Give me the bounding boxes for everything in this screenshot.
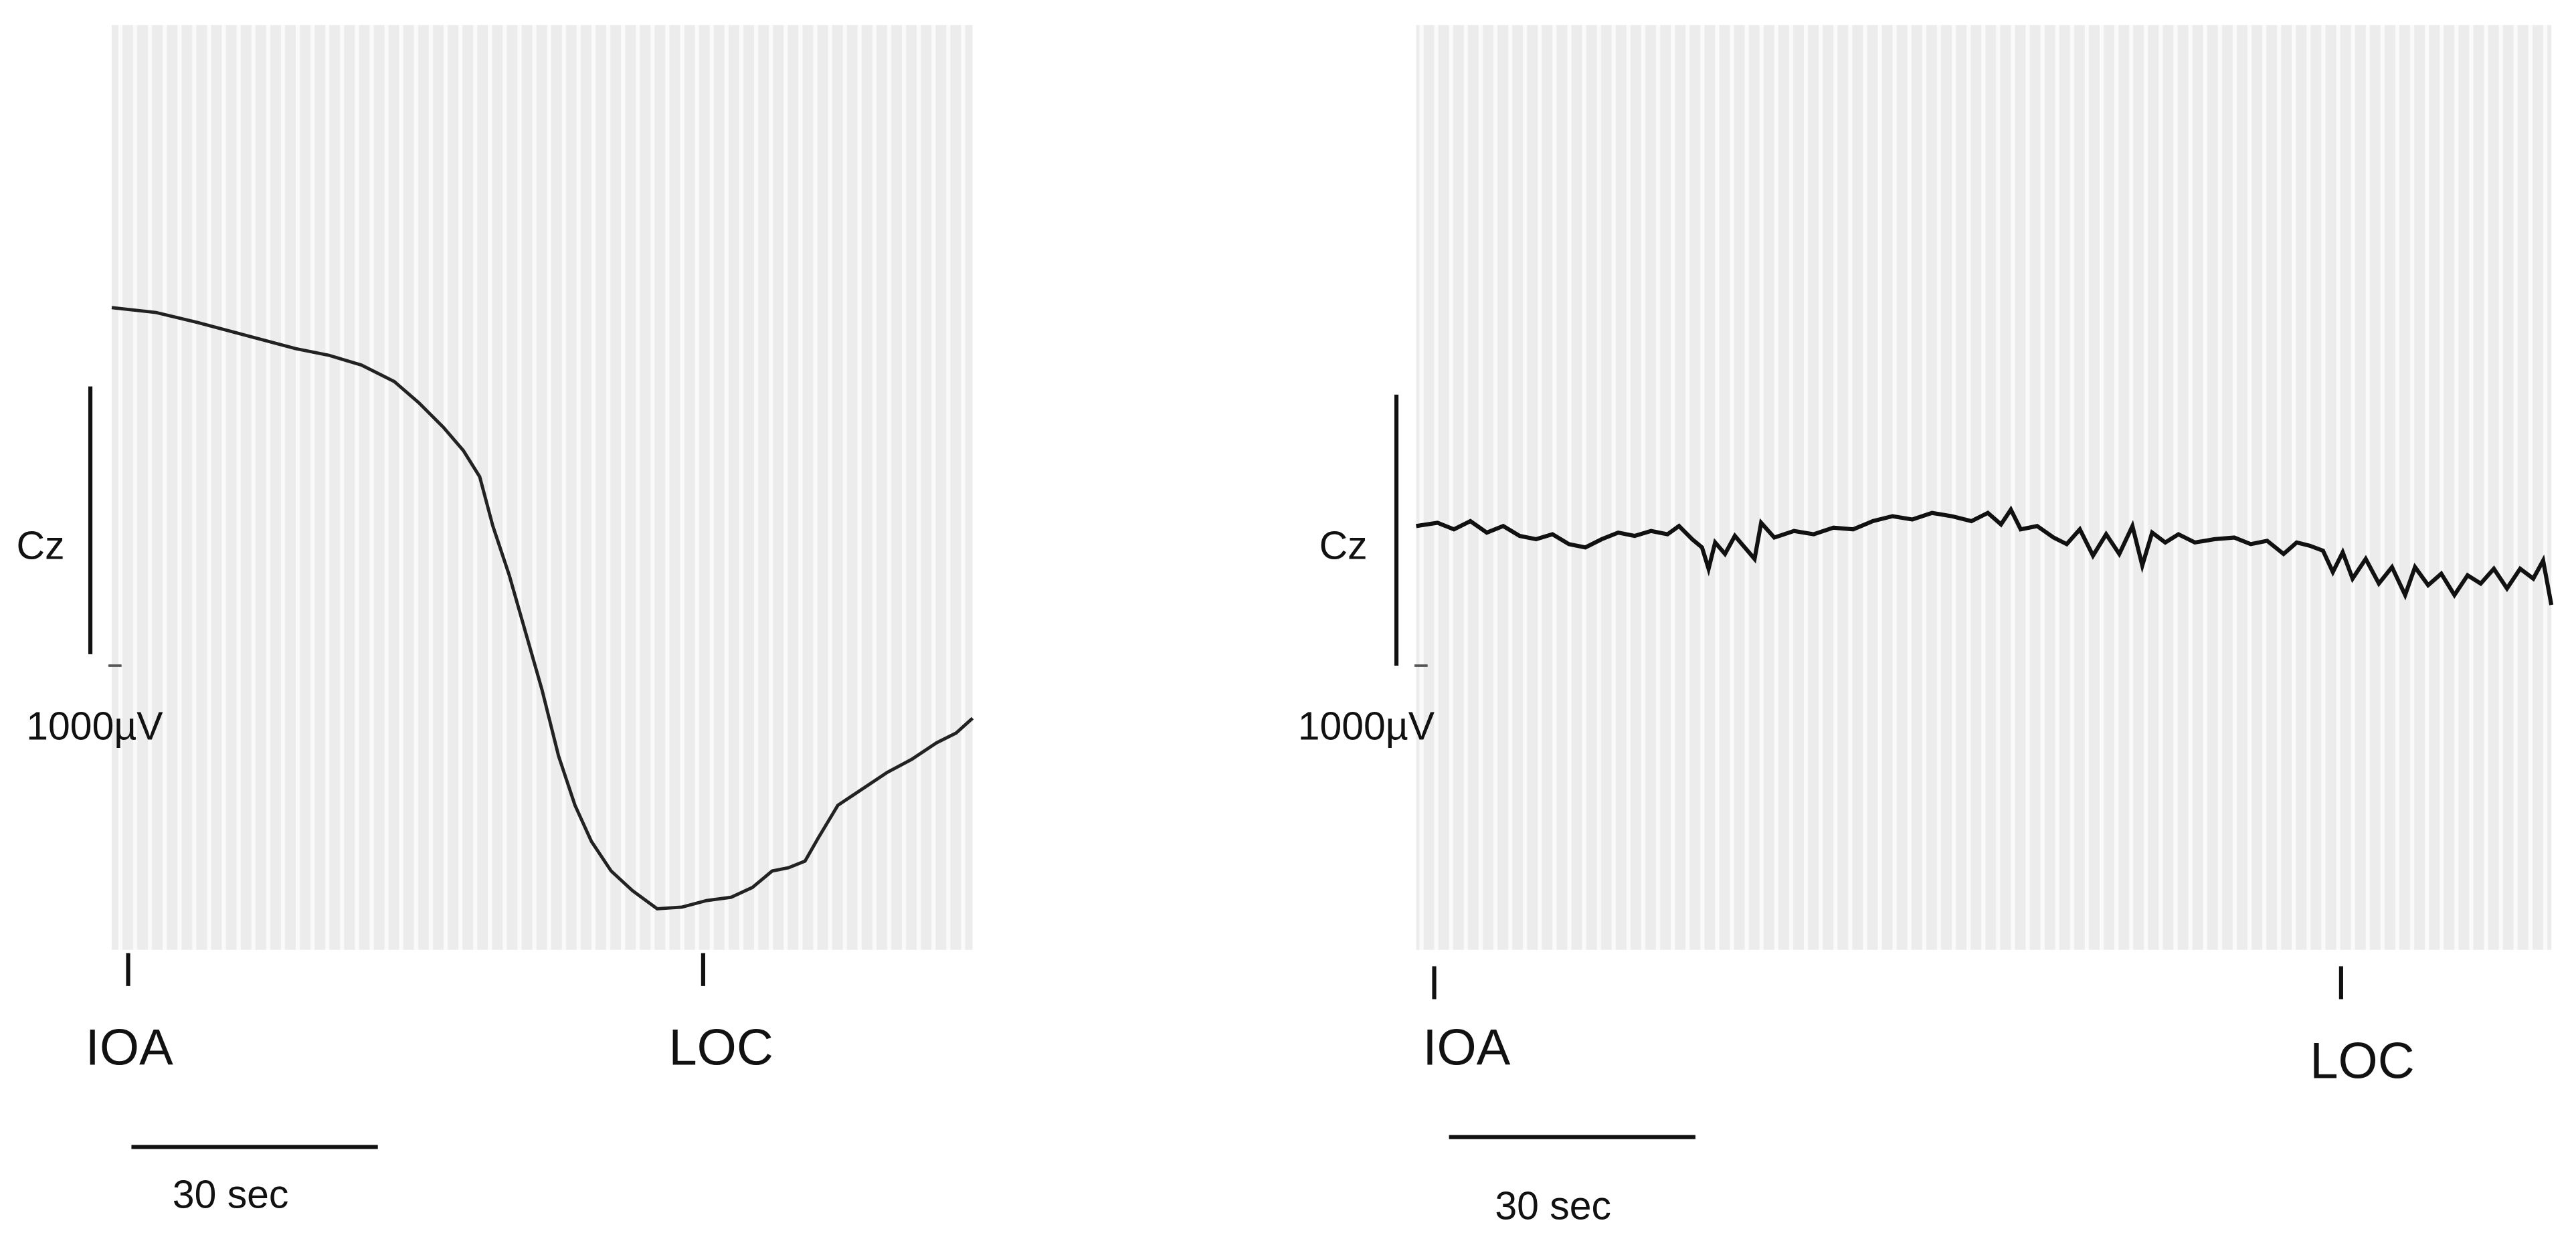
voltage-scale-label: 1000µV bbox=[26, 705, 163, 749]
trace-background bbox=[1416, 25, 2552, 950]
channel-label: Cz bbox=[17, 524, 65, 567]
marker-label: LOC bbox=[2310, 1032, 2414, 1089]
panel-right: Cz 1000µV IOA LOC 30 sec bbox=[1298, 25, 2554, 1228]
time-scale-label: 30 sec bbox=[1495, 1184, 1611, 1228]
marker-label: LOC bbox=[668, 1020, 773, 1076]
marker-label: IOA bbox=[1422, 1020, 1510, 1076]
eeg-trace bbox=[111, 306, 974, 911]
trace-background bbox=[111, 25, 973, 950]
eeg-trace bbox=[1416, 505, 2554, 605]
time-scale-label: 30 sec bbox=[173, 1173, 289, 1216]
voltage-scale-label: 1000µV bbox=[1298, 705, 1435, 749]
panel-left: Cz 1000µV IOA LOC 30 sec bbox=[17, 25, 974, 1216]
channel-label: Cz bbox=[1319, 524, 1368, 567]
marker-label: IOA bbox=[86, 1020, 173, 1076]
